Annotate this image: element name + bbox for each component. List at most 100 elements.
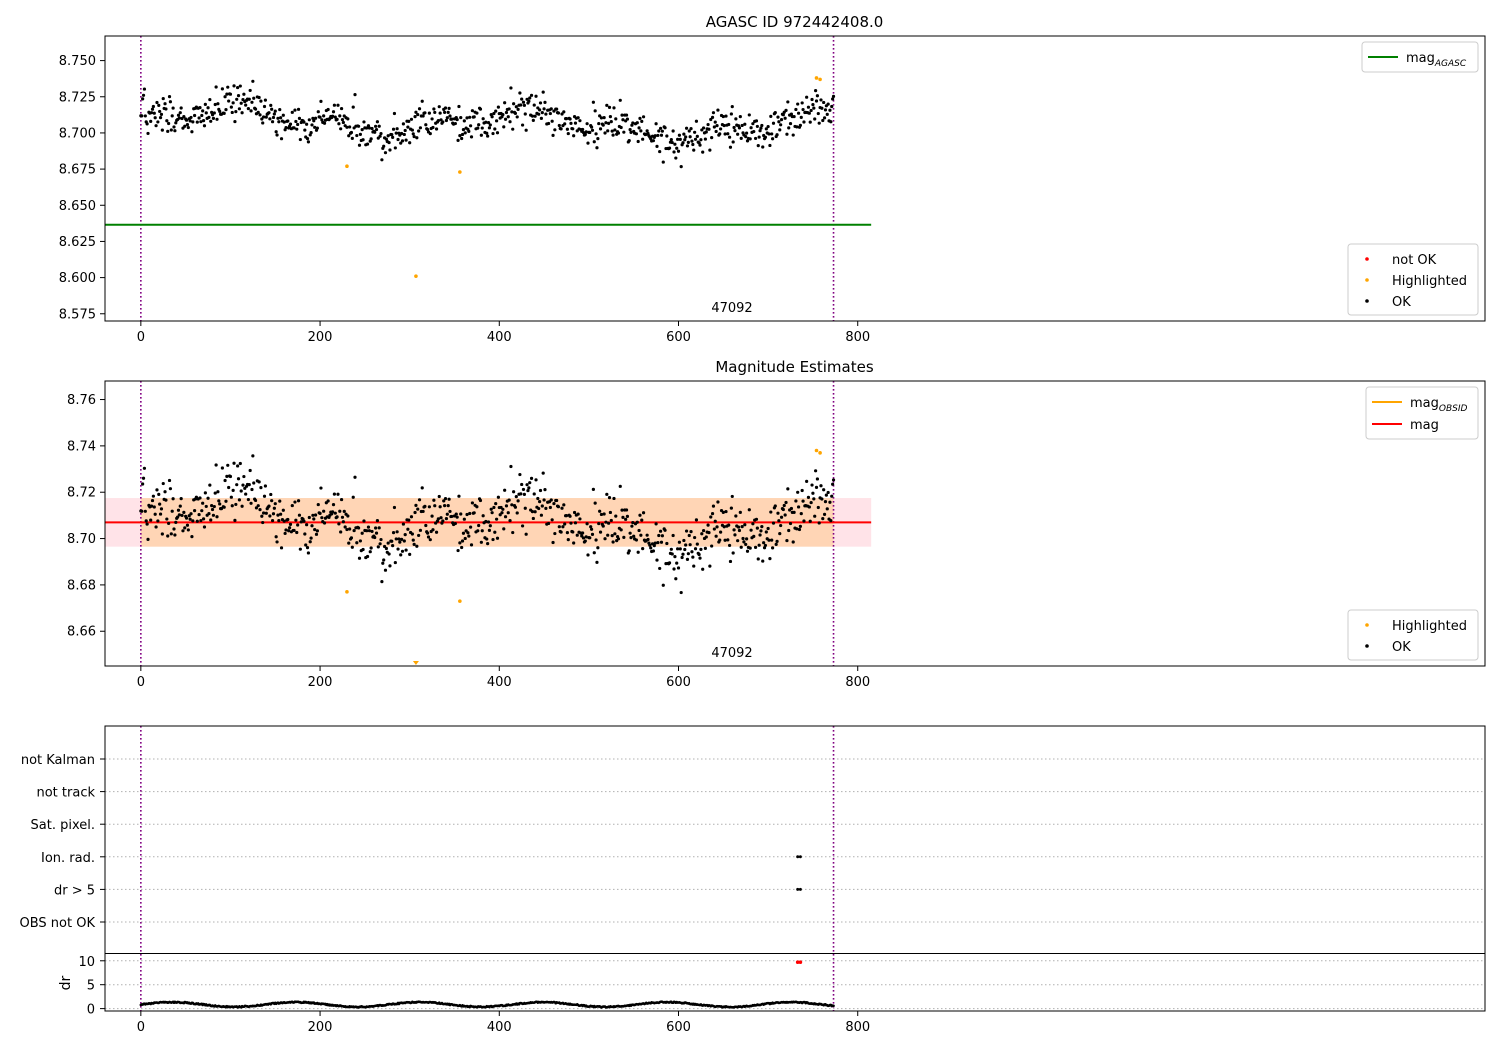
ok-point (463, 131, 467, 135)
ok-point (172, 527, 176, 531)
ok-point (688, 135, 692, 139)
ok-point (276, 116, 280, 120)
ok-point (508, 518, 512, 523)
ok-point (608, 510, 613, 515)
ok-point (656, 133, 660, 138)
ok-point (791, 133, 795, 137)
ok-point (170, 114, 174, 118)
ok-point (331, 503, 336, 507)
ok-point (690, 139, 694, 143)
ok-point (397, 537, 401, 541)
ok-point (383, 568, 388, 572)
ok-point (689, 127, 693, 131)
ok-point (712, 527, 716, 531)
ok-point (745, 139, 750, 143)
ok-point (356, 124, 361, 128)
ok-point (507, 498, 511, 502)
ok-point (454, 512, 458, 516)
ok-point (155, 100, 159, 105)
ok-point (167, 478, 172, 483)
ok-point (351, 105, 355, 109)
ok-point (184, 516, 189, 520)
flag-point (796, 855, 800, 859)
ok-point (737, 126, 742, 130)
ok-point (465, 512, 469, 517)
ok-point (598, 127, 603, 131)
ok-point (775, 133, 779, 137)
ok-point (142, 466, 147, 470)
x-tick-label: 800 (845, 1020, 870, 1035)
ok-point (450, 117, 454, 121)
ok-point (169, 532, 173, 536)
ok-point (729, 506, 733, 510)
ok-point (184, 118, 189, 122)
ok-point (787, 528, 791, 533)
ok-point (556, 111, 561, 115)
ok-point (170, 509, 174, 513)
ok-point (807, 505, 811, 509)
ok-point (789, 506, 794, 511)
ok-point (784, 500, 788, 505)
ok-point (189, 115, 193, 120)
ok-point (797, 527, 802, 532)
ok-point (335, 515, 339, 519)
ok-point (141, 482, 145, 486)
ok-point (475, 505, 479, 509)
ok-point (159, 112, 164, 117)
x-tick-label: 0 (137, 330, 145, 345)
legend-box (1347, 609, 1479, 661)
ok-point (460, 136, 464, 141)
ok-point (457, 104, 461, 109)
ok-point (391, 135, 395, 139)
ok-point (784, 108, 788, 112)
ok-point (410, 532, 414, 536)
ok-point (726, 132, 730, 136)
ok-point (149, 518, 153, 522)
ok-point (596, 546, 600, 550)
ok-point (776, 511, 780, 515)
ok-point (744, 134, 748, 139)
ok-point (745, 131, 749, 135)
ok-point (177, 513, 181, 517)
ok-point (333, 511, 337, 515)
ok-point (400, 139, 405, 143)
ok-point (437, 494, 441, 499)
ok-point (629, 130, 633, 134)
ok-point (174, 520, 178, 524)
ok-point (506, 115, 510, 119)
ok-point (826, 490, 830, 495)
ok-point (653, 134, 657, 138)
ok-point (759, 126, 763, 130)
ok-point (438, 505, 442, 509)
ok-point (732, 125, 736, 130)
ok-point (805, 479, 809, 483)
ok-point (167, 95, 172, 99)
ok-point (703, 137, 707, 141)
panel2-title: Magnitude Estimates (715, 358, 873, 376)
ok-point (718, 538, 722, 542)
ok-point (349, 130, 354, 135)
ok-point (637, 126, 641, 130)
ok-point (388, 564, 392, 568)
ok-point (373, 130, 377, 134)
ok-point (604, 520, 608, 524)
ok-point (144, 519, 148, 523)
ok-point (641, 511, 646, 515)
ok-point (268, 514, 272, 518)
ok-point (407, 119, 411, 123)
ok-point (701, 126, 706, 130)
ok-point (494, 119, 499, 123)
ok-point (769, 114, 773, 118)
ok-point (537, 112, 541, 116)
ok-point (685, 557, 690, 561)
ok-point (542, 498, 546, 502)
ok-point (480, 529, 484, 533)
ok-point (560, 112, 564, 116)
ok-point (164, 498, 168, 502)
ok-point (806, 495, 811, 499)
ok-point (595, 146, 599, 150)
ok-point (515, 115, 519, 119)
ok-point (204, 504, 208, 509)
ok-point (176, 113, 181, 117)
panel2-obsid-label: 47092 (711, 646, 752, 661)
